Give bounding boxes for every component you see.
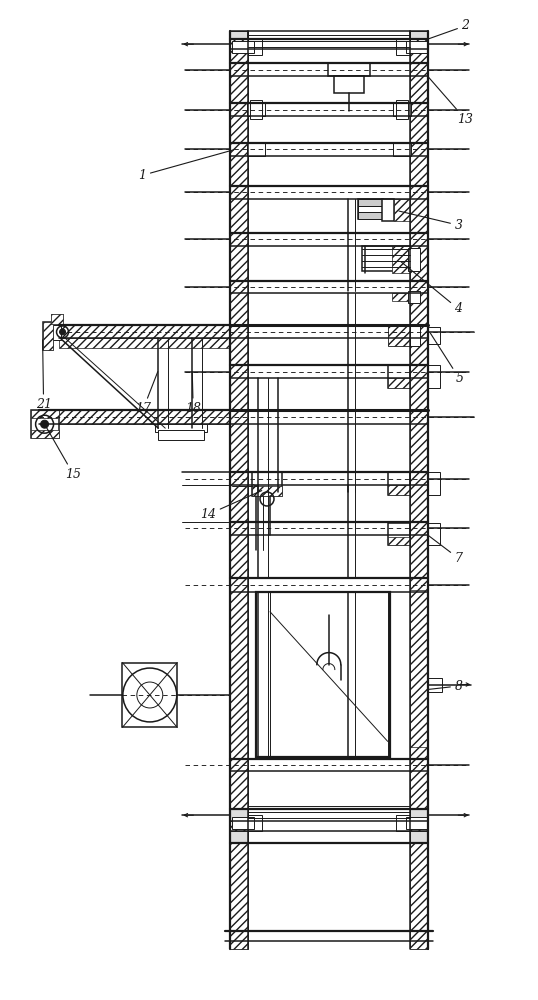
Bar (358, 199, 383, 219)
Bar (408, 248, 420, 271)
Text: 3: 3 (399, 211, 463, 232)
Bar (394, 201, 400, 219)
Bar (428, 523, 440, 545)
Bar (256, 592, 390, 757)
Text: 7: 7 (429, 536, 463, 565)
Bar (122, 663, 177, 727)
Bar (31, 410, 59, 418)
Bar (392, 293, 409, 301)
Bar (358, 206, 383, 212)
Bar (43, 322, 53, 350)
Bar (328, 63, 370, 76)
Bar (409, 809, 428, 821)
Bar (388, 472, 409, 495)
Bar (247, 103, 265, 116)
Bar (392, 246, 409, 273)
Bar (406, 41, 428, 53)
Bar (51, 314, 62, 324)
Bar (393, 103, 410, 116)
Text: 21: 21 (36, 340, 52, 411)
Circle shape (60, 329, 66, 335)
Bar (428, 678, 442, 692)
Bar (230, 31, 248, 39)
Bar (428, 472, 440, 495)
Bar (232, 41, 254, 53)
Bar (358, 199, 383, 206)
Text: 14: 14 (200, 491, 262, 521)
Bar (428, 327, 440, 344)
Bar (388, 365, 409, 388)
Bar (358, 212, 383, 219)
Bar (51, 314, 62, 324)
Bar (388, 378, 409, 388)
Bar (248, 39, 262, 55)
Bar (334, 76, 364, 93)
Text: 1: 1 (138, 150, 233, 182)
Text: 18: 18 (185, 372, 201, 415)
Circle shape (40, 420, 48, 428)
Bar (230, 31, 248, 949)
Text: 15: 15 (45, 425, 82, 481)
Bar (232, 817, 254, 829)
Bar (59, 325, 230, 338)
Bar (230, 831, 248, 843)
Bar (381, 199, 394, 221)
Bar (409, 31, 428, 949)
Bar (393, 143, 410, 156)
Bar (59, 338, 230, 348)
Bar (43, 322, 53, 350)
Bar (252, 472, 282, 496)
Bar (409, 590, 428, 747)
Text: 5: 5 (430, 333, 464, 385)
Bar (388, 523, 409, 545)
Bar (409, 31, 428, 39)
Bar (428, 365, 440, 388)
Bar (230, 809, 248, 821)
Bar (408, 291, 420, 303)
Bar (388, 537, 409, 545)
Bar (388, 325, 409, 346)
Bar (155, 424, 207, 432)
Text: 2: 2 (429, 19, 470, 39)
Bar (406, 817, 428, 829)
Bar (31, 410, 59, 438)
Bar (409, 325, 420, 346)
Text: 8: 8 (429, 680, 463, 693)
Text: 13: 13 (428, 77, 473, 126)
Bar (395, 39, 409, 55)
Bar (409, 831, 428, 843)
Bar (395, 815, 409, 831)
Bar (388, 485, 409, 495)
Bar (252, 486, 282, 496)
Bar (395, 100, 408, 119)
Bar (247, 143, 265, 156)
Text: 4: 4 (401, 262, 463, 315)
Bar (39, 410, 230, 424)
Bar (250, 100, 262, 119)
Bar (158, 430, 204, 440)
Bar (248, 815, 262, 831)
Bar (394, 199, 409, 221)
Bar (362, 246, 409, 271)
Text: 17: 17 (136, 372, 158, 415)
Bar (31, 430, 59, 438)
Bar (51, 325, 61, 340)
